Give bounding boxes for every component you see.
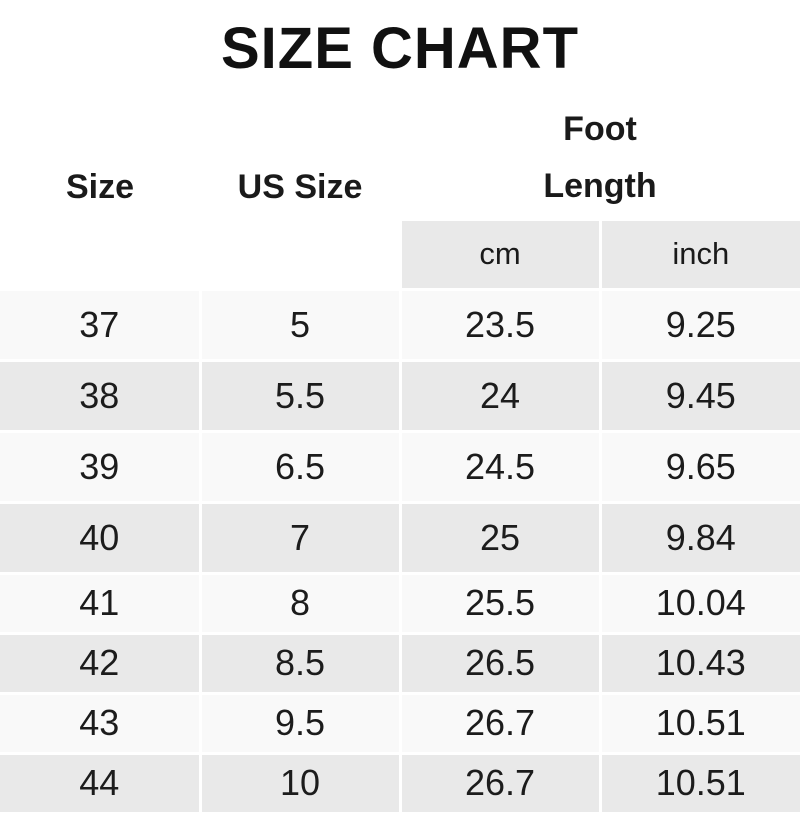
cell-us-size: 8 — [198, 571, 402, 635]
col-header-size: Size — [0, 83, 200, 220]
cell-foot-length-cm: 24 — [398, 358, 602, 433]
col-header-foot-length-line1: Foot — [563, 110, 637, 149]
cell-size: 41 — [0, 571, 202, 635]
cell-foot-length-cm: 26.7 — [398, 751, 602, 812]
table-row: 41 8 25.5 10.04 — [0, 571, 800, 635]
col-header-foot-length: Foot Length — [400, 83, 800, 220]
table-row: 37 5 23.5 9.25 — [0, 287, 800, 362]
cell-foot-length-inch: 10.51 — [598, 691, 800, 755]
cell-foot-length-cm: 26.5 — [398, 631, 602, 695]
unit-header-blank — [200, 219, 400, 290]
col-header-us-size: US Size — [200, 83, 400, 220]
table-row: 43 9.5 26.7 10.51 — [0, 691, 800, 755]
cell-foot-length-inch: 9.25 — [598, 287, 800, 362]
cell-size: 38 — [0, 358, 202, 433]
cell-size: 43 — [0, 691, 202, 755]
column-header-row: Size US Size Foot Length — [0, 83, 800, 220]
cell-foot-length-cm: 25.5 — [398, 571, 602, 635]
cell-us-size: 10 — [198, 751, 402, 812]
size-chart-body: 37 5 23.5 9.25 38 5.5 24 9.45 39 6.5 24.5 9.65 40 7 25… — [0, 287, 800, 812]
cell-us-size: 5.5 — [198, 358, 402, 433]
cell-foot-length-cm: 25 — [398, 500, 602, 575]
unit-header-blank — [0, 219, 200, 290]
cell-us-size: 6.5 — [198, 429, 402, 504]
cell-size: 44 — [0, 751, 202, 812]
table-row: 40 7 25 9.84 — [0, 500, 800, 575]
cell-foot-length-inch: 9.65 — [598, 429, 800, 504]
cell-foot-length-cm: 24.5 — [398, 429, 602, 504]
cell-foot-length-cm: 26.7 — [398, 691, 602, 755]
cell-foot-length-inch: 9.45 — [598, 358, 800, 433]
col-header-foot-length-line2: Length — [543, 166, 657, 205]
page-title: SIZE CHART — [221, 16, 579, 81]
cell-foot-length-cm: 23.5 — [398, 287, 602, 362]
cell-us-size: 5 — [198, 287, 402, 362]
unit-header-row: cm inch — [0, 217, 800, 291]
cell-size: 39 — [0, 429, 202, 504]
cell-foot-length-inch: 10.51 — [598, 751, 800, 812]
cell-us-size: 7 — [198, 500, 402, 575]
cell-foot-length-inch: 10.43 — [598, 631, 800, 695]
table-row: 39 6.5 24.5 9.65 — [0, 429, 800, 504]
table-row: 44 10 26.7 10.51 — [0, 751, 800, 812]
cell-size: 42 — [0, 631, 202, 695]
cell-foot-length-inch: 9.84 — [598, 500, 800, 575]
cell-us-size: 9.5 — [198, 691, 402, 755]
cell-size: 40 — [0, 500, 202, 575]
col-header-inch: inch — [598, 217, 800, 291]
size-chart-header: Size US Size Foot Length cm inch — [0, 83, 800, 291]
cell-us-size: 8.5 — [198, 631, 402, 695]
cell-size: 37 — [0, 287, 202, 362]
table-row: 42 8.5 26.5 10.43 — [0, 631, 800, 695]
col-header-cm: cm — [398, 217, 602, 291]
table-row: 38 5.5 24 9.45 — [0, 358, 800, 433]
cell-foot-length-inch: 10.04 — [598, 571, 800, 635]
size-chart-table: Size US Size Foot Length cm inch 37 5 23.5… — [0, 83, 800, 812]
